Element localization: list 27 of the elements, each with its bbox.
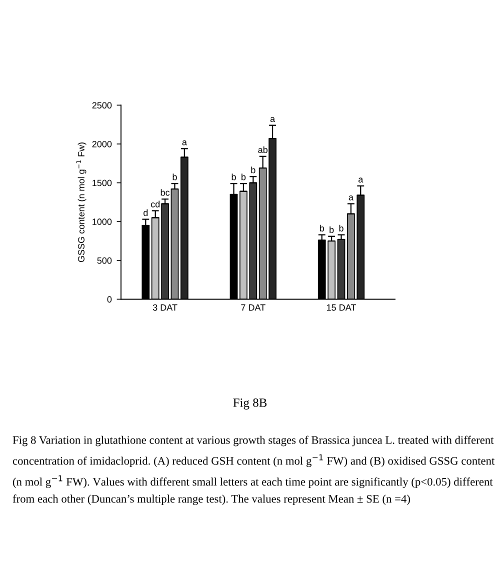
x-tick-label: 3 DAT xyxy=(152,304,178,311)
data-label: b xyxy=(242,174,246,180)
x-tick-label: 7 DAT xyxy=(241,304,266,311)
y-tick-label: 2000 xyxy=(92,140,112,148)
text: Fig 8 Variation in glutathione content at various growth stages of Brassica juncea L. treated with different concentration of imidacloprid. (A) reduced GSH content (n mol g$^{−1}$ FW) and (B) oxidised GSSG content (n mol g$^{−1}$ FW). Values with different small letters at each time point are significantly (p<0.05) different from each other (Duncan’s multiple range test). The values represent Mean ± SE (n =4) xyxy=(12,436,495,506)
caption: Fig 8B xyxy=(233,398,267,410)
x-tick-label: 15 DAT xyxy=(326,304,356,311)
y-tick-label: 500 xyxy=(97,257,112,264)
data-label: bc xyxy=(160,189,170,196)
data-label: a xyxy=(358,178,364,183)
data-label: a xyxy=(182,140,187,146)
y-tick-label: 0 xyxy=(107,296,112,303)
data-label: b xyxy=(232,174,236,180)
data-label: cd xyxy=(150,200,160,208)
data-label: ab xyxy=(258,146,268,154)
data-label: b xyxy=(251,166,256,174)
data-label: d xyxy=(144,209,148,216)
y-axis-title: GSSG content (n mol g$^{−1}$ Fw) xyxy=(76,142,86,262)
data-label: a xyxy=(348,195,354,200)
y-tick-label: 1000 xyxy=(92,218,112,225)
y-tick-label: 2500 xyxy=(92,102,112,109)
data-label: b xyxy=(330,226,334,234)
data-label: b xyxy=(172,174,177,180)
data-label: a xyxy=(270,117,276,122)
y-tick-label: 1500 xyxy=(92,180,112,186)
data-label: b xyxy=(339,224,344,232)
data-label: b xyxy=(320,224,324,232)
